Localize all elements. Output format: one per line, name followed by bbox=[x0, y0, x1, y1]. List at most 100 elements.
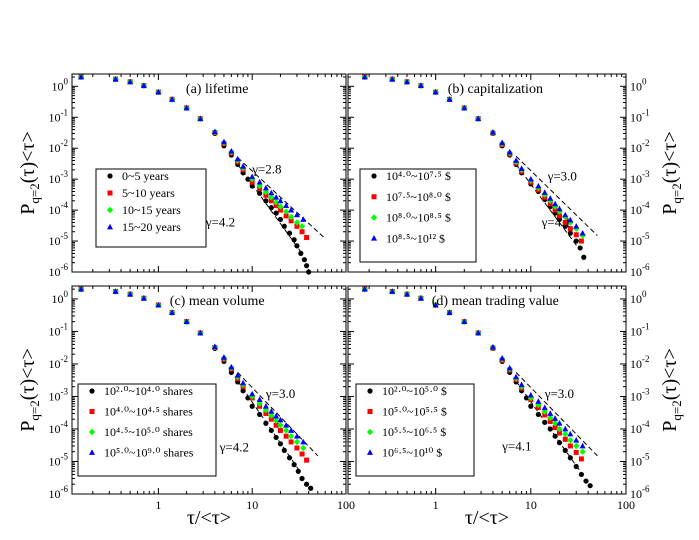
data-point bbox=[552, 433, 558, 439]
y-tick-label: 100 bbox=[630, 76, 647, 93]
data-point bbox=[461, 318, 468, 325]
legend: 10²·⁰~10⁵·⁰ $ 10⁵·⁰~10⁵·⁵ $ 10⁵·⁵~10⁶·⁵ $ 1… bbox=[355, 383, 475, 477]
data-point bbox=[523, 395, 530, 401]
data-point bbox=[282, 427, 290, 434]
legend-label: 10⁶·⁵~10¹⁰ $ bbox=[382, 446, 442, 460]
gamma-annotation: γ=4.2 bbox=[205, 214, 235, 229]
legend-label: 10⁴·⁰~10⁷·⁵ $ bbox=[386, 169, 451, 183]
data-point bbox=[573, 442, 580, 450]
data-point bbox=[268, 427, 274, 434]
data-point bbox=[304, 235, 310, 241]
legend-box bbox=[355, 383, 475, 477]
y-tick-label: 100 bbox=[52, 76, 69, 93]
data-point bbox=[567, 230, 573, 236]
plot-frame bbox=[347, 73, 627, 273]
data-point bbox=[277, 207, 283, 213]
data-point bbox=[263, 420, 269, 426]
data-point bbox=[220, 138, 227, 145]
series-4 bbox=[78, 285, 307, 445]
data-point bbox=[573, 437, 580, 443]
data-point bbox=[240, 163, 247, 169]
data-point bbox=[542, 412, 548, 418]
data-point bbox=[300, 444, 307, 452]
data-point bbox=[257, 411, 263, 418]
panel-title: (a) lifetime bbox=[186, 82, 249, 97]
legend-marker bbox=[371, 235, 377, 241]
plot-frame bbox=[71, 285, 347, 495]
legend-marker bbox=[107, 223, 113, 230]
legend-marker bbox=[370, 214, 378, 221]
data-point bbox=[547, 197, 554, 204]
data-point bbox=[506, 148, 513, 155]
power-law-guide-line-1 bbox=[237, 372, 319, 457]
legend-marker bbox=[89, 409, 95, 414]
data-point bbox=[249, 183, 255, 189]
y-tick-label: 10-3 bbox=[630, 169, 650, 186]
data-point bbox=[389, 75, 396, 82]
y-tick-label: 10-5 bbox=[49, 231, 69, 248]
data-point bbox=[562, 430, 569, 438]
data-point bbox=[535, 398, 542, 404]
data-point bbox=[112, 288, 119, 294]
x-axis-label: τ/<τ> bbox=[187, 507, 231, 529]
gamma-annotation: γ=3.0 bbox=[265, 386, 295, 401]
data-point bbox=[273, 210, 279, 216]
data-point bbox=[268, 408, 275, 414]
gamma-annotation: γ=4.1 bbox=[501, 438, 531, 453]
data-point bbox=[256, 400, 263, 407]
legend-label: 0~5 years bbox=[122, 169, 169, 183]
data-point bbox=[155, 88, 162, 95]
data-point bbox=[256, 396, 263, 403]
data-point bbox=[291, 462, 297, 468]
legend-marker bbox=[88, 428, 96, 436]
data-point bbox=[579, 229, 586, 236]
data-point bbox=[228, 148, 235, 154]
data-point bbox=[299, 229, 305, 235]
data-point bbox=[287, 213, 295, 221]
legend-marker bbox=[107, 190, 113, 196]
data-point bbox=[300, 216, 307, 222]
legend-marker bbox=[367, 388, 373, 394]
y-axis-label: Pq=2(τ)<τ> bbox=[17, 131, 42, 214]
data-point bbox=[303, 481, 310, 487]
data-point bbox=[547, 195, 554, 201]
legend-label: 15~20 years bbox=[122, 220, 181, 234]
data-point bbox=[518, 381, 525, 388]
data-point bbox=[273, 203, 279, 209]
data-point bbox=[268, 189, 275, 196]
legend: 10⁴·⁰~10⁷·⁵ $ 10⁷·⁵~10⁸·⁰ $ 10⁸·⁰~10⁸·⁵ $ 1… bbox=[359, 168, 477, 263]
data-point bbox=[475, 115, 482, 122]
data-point bbox=[272, 199, 280, 206]
data-point bbox=[288, 206, 295, 213]
legend-marker bbox=[89, 388, 95, 394]
data-point bbox=[567, 437, 574, 444]
gamma-annotation: γ=4.1 bbox=[541, 214, 571, 229]
data-point bbox=[556, 420, 563, 426]
power-law-guide-line-2 bbox=[515, 164, 581, 251]
gamma-annotation: γ=2.8 bbox=[251, 162, 281, 177]
data-point bbox=[273, 434, 279, 441]
gamma-annotation: γ=3.0 bbox=[544, 386, 574, 401]
power-law-guide-line-1 bbox=[515, 155, 598, 236]
y-tick-label: 10-3 bbox=[630, 386, 650, 403]
data-point bbox=[587, 483, 593, 489]
data-point bbox=[273, 422, 279, 428]
y-tick-label: 100 bbox=[52, 289, 69, 306]
data-point bbox=[547, 414, 554, 422]
data-point bbox=[562, 447, 568, 453]
data-point bbox=[535, 182, 542, 189]
y-tick-label: 10-5 bbox=[630, 451, 650, 468]
data-point bbox=[489, 128, 496, 135]
panel-title: (b) capitalization bbox=[448, 82, 543, 97]
series-4 bbox=[78, 73, 307, 222]
data-point bbox=[211, 128, 218, 135]
data-point bbox=[78, 285, 85, 292]
y-tick-label: 10-1 bbox=[49, 321, 69, 338]
data-point bbox=[552, 207, 558, 213]
data-point bbox=[293, 432, 300, 439]
data-point bbox=[240, 379, 247, 386]
data-point bbox=[567, 430, 574, 437]
data-point bbox=[299, 475, 305, 482]
x-tick-label: 100 bbox=[337, 498, 355, 512]
